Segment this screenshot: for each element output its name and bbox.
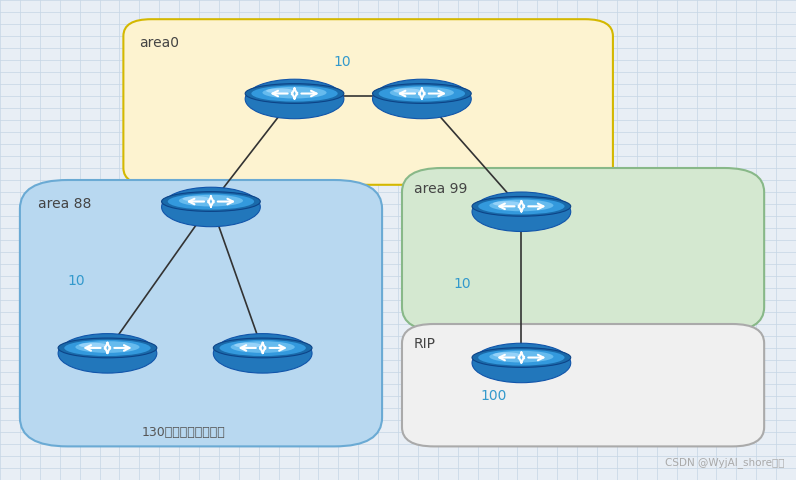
Ellipse shape	[162, 192, 260, 211]
Text: 130条相关的路由条目: 130条相关的路由条目	[141, 425, 225, 439]
Text: RIP: RIP	[414, 337, 436, 351]
Ellipse shape	[493, 352, 520, 357]
Ellipse shape	[245, 84, 344, 103]
Ellipse shape	[162, 187, 260, 227]
Ellipse shape	[179, 195, 243, 206]
Ellipse shape	[213, 334, 312, 373]
Ellipse shape	[266, 88, 293, 93]
Ellipse shape	[245, 79, 344, 119]
FancyBboxPatch shape	[123, 19, 613, 185]
Ellipse shape	[472, 192, 571, 231]
Ellipse shape	[379, 85, 465, 102]
Ellipse shape	[168, 193, 254, 210]
Ellipse shape	[390, 87, 454, 98]
Ellipse shape	[373, 84, 471, 103]
Ellipse shape	[58, 334, 157, 373]
Text: 10: 10	[454, 277, 471, 291]
FancyBboxPatch shape	[20, 180, 382, 446]
FancyBboxPatch shape	[402, 168, 764, 331]
Ellipse shape	[490, 200, 553, 211]
Ellipse shape	[58, 338, 157, 358]
Ellipse shape	[493, 201, 520, 206]
Ellipse shape	[472, 196, 571, 216]
FancyBboxPatch shape	[402, 324, 764, 446]
Ellipse shape	[182, 196, 209, 201]
Ellipse shape	[231, 341, 295, 353]
Ellipse shape	[213, 338, 312, 358]
Ellipse shape	[234, 343, 261, 348]
Ellipse shape	[263, 87, 326, 98]
Ellipse shape	[76, 341, 139, 353]
Ellipse shape	[79, 343, 106, 348]
Text: CSDN @WyjAI_shore博客: CSDN @WyjAI_shore博客	[665, 457, 784, 468]
Text: 10: 10	[334, 55, 351, 70]
Ellipse shape	[373, 79, 471, 119]
Ellipse shape	[490, 351, 553, 362]
Ellipse shape	[220, 340, 306, 356]
Ellipse shape	[252, 85, 338, 102]
Text: area 88: area 88	[38, 197, 92, 211]
Ellipse shape	[478, 198, 564, 215]
Text: 10: 10	[68, 274, 85, 288]
Text: area0: area0	[139, 36, 179, 50]
Ellipse shape	[64, 340, 150, 356]
Ellipse shape	[472, 348, 571, 367]
Ellipse shape	[472, 343, 571, 383]
Ellipse shape	[478, 349, 564, 366]
Ellipse shape	[393, 88, 420, 93]
Text: area 99: area 99	[414, 182, 467, 196]
Text: 100: 100	[480, 389, 507, 403]
